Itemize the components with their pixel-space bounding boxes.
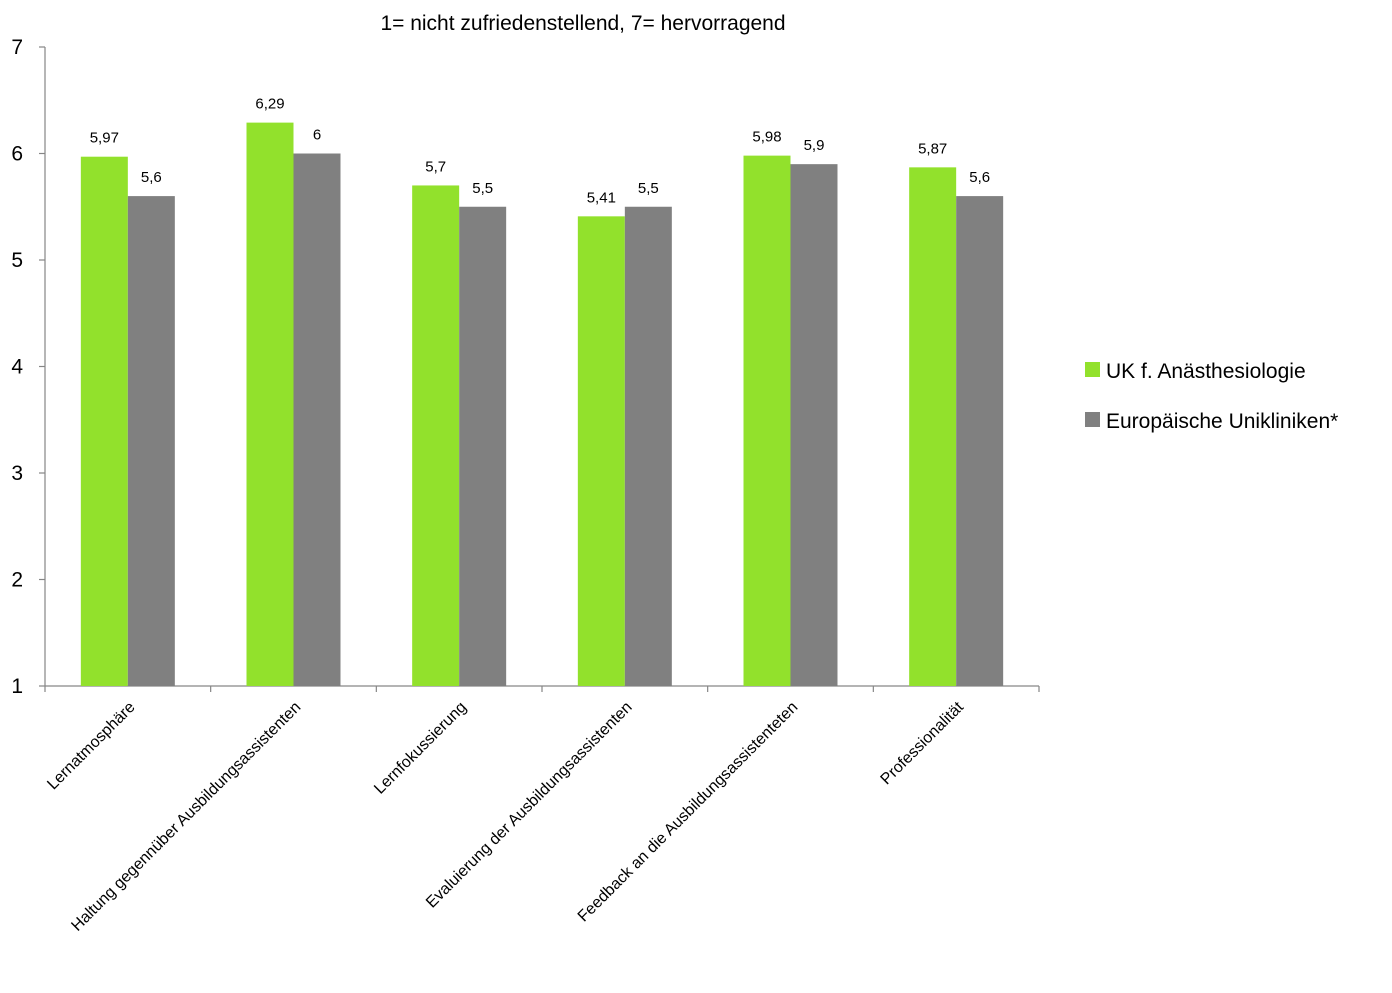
data-label-series-0-5: 5,87 (918, 140, 947, 157)
data-label-series-1-3: 5,5 (638, 180, 659, 197)
legend: UK f. Anästhesiologie Europäische Unikli… (1085, 360, 1338, 433)
data-label-series-0-3: 5,41 (587, 189, 616, 206)
data-label-series-0-2: 5,7 (425, 158, 446, 175)
data-label-series-0-4: 5,98 (752, 129, 781, 146)
bars (80, 122, 1004, 687)
legend-label-uk-anaesthesiologie: UK f. Anästhesiologie (1106, 360, 1306, 383)
y-tick-label: 1 (11, 675, 23, 698)
y-axis: 1 2 3 4 5 6 7 (11, 36, 46, 698)
bar-series-1-2 (459, 206, 507, 686)
bar-series-1-3 (624, 206, 672, 686)
bar-series-1-5 (956, 196, 1004, 686)
data-label-series-1-4: 5,9 (804, 137, 825, 154)
x-tick-label: Evaluierung der Ausbildungsassistenten (423, 699, 636, 912)
y-tick-label: 7 (11, 36, 23, 59)
y-tick-label: 2 (11, 569, 23, 592)
bar-series-0-2 (412, 185, 460, 686)
bar-series-0-4 (743, 155, 791, 686)
data-label-series-1-5: 5,6 (969, 169, 990, 186)
bar-series-0-3 (577, 216, 625, 686)
bar-series-0-1 (246, 122, 294, 687)
x-tick-label: Professionalität (878, 698, 968, 788)
x-tick-label: Lernfokussierung (371, 699, 470, 798)
data-label-series-0-1: 6,29 (255, 96, 284, 113)
data-label-series-1-1: 6 (313, 127, 321, 144)
data-label-series-1-2: 5,5 (472, 180, 493, 197)
legend-label-europaeische-unikliniken: Europäische Unikliniken* (1106, 410, 1338, 433)
data-label-series-0-0: 5,97 (90, 130, 119, 147)
y-tick-label: 3 (11, 462, 23, 485)
bar-series-1-4 (790, 164, 838, 686)
data-label-series-1-0: 5,6 (141, 169, 162, 186)
bar-series-1-1 (293, 153, 341, 686)
legend-swatch-europaeische-unikliniken (1085, 412, 1100, 427)
data-labels: 5,97 6,29 5,7 5,41 5,98 5,87 5,6 6 5,5 5,5 5,9 5,6 (90, 96, 990, 207)
y-tick-label: 6 (11, 143, 23, 166)
chart-title: 1= nicht zufriedenstellend, 7= hervorrag… (380, 12, 785, 35)
bar-series-0-5 (909, 167, 957, 687)
bar-series-1-0 (127, 196, 175, 686)
x-tick-label: Lernatmosphäre (44, 699, 138, 793)
legend-swatch-uk-anaesthesiologie (1085, 362, 1100, 377)
y-tick-label: 4 (11, 356, 23, 379)
bar-series-0-0 (80, 156, 128, 686)
y-tick-label: 5 (11, 249, 23, 272)
